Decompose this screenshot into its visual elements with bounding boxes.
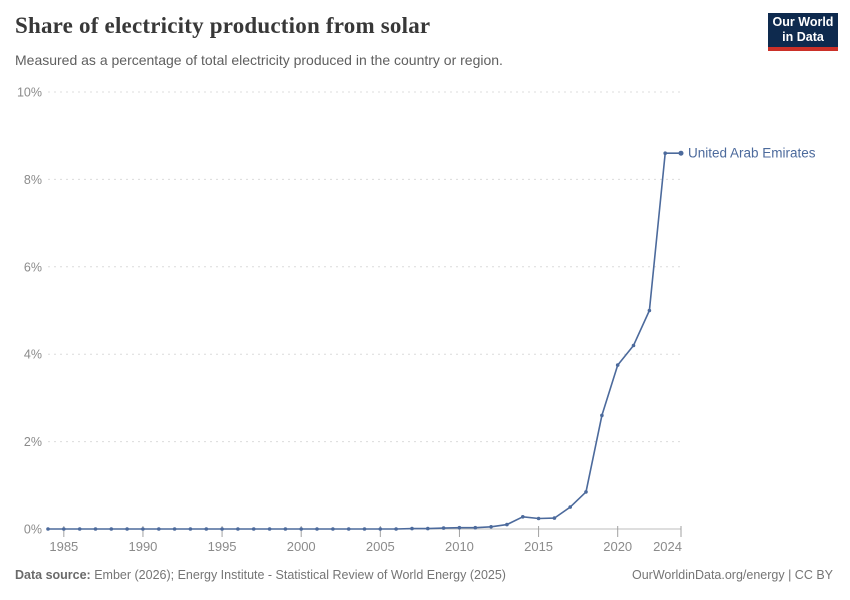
data-point — [584, 490, 588, 494]
footer-link[interactable]: OurWorldinData.org/energy | CC BY — [631, 568, 833, 582]
data-point — [236, 527, 240, 531]
entity-label: United Arab Emirates — [688, 146, 816, 161]
owid-logo[interactable]: Our World in Data — [768, 13, 838, 51]
data-point — [552, 516, 557, 520]
chart-footer: Data source: Ember (2026); Energy Instit… — [15, 568, 833, 582]
data-point — [426, 526, 430, 531]
y-tick-label: 10% — [17, 86, 42, 100]
data-point — [283, 527, 288, 531]
data-point — [505, 522, 509, 527]
data-point — [188, 527, 193, 531]
y-tick-label: 0% — [24, 523, 42, 537]
data-point — [663, 151, 667, 155]
data-point — [109, 527, 114, 531]
data-point — [299, 527, 304, 531]
y-tick-label: 4% — [24, 348, 42, 362]
x-tick-label: 1985 — [49, 539, 78, 554]
data-source-text: Ember (2026); Energy Institute - Statist… — [94, 568, 506, 582]
data-point — [631, 343, 636, 348]
page-title: Share of electricity production from sol… — [15, 13, 431, 38]
data-point — [331, 527, 335, 531]
series-united-arab-emirates[interactable] — [46, 150, 684, 531]
data-point — [251, 527, 256, 531]
x-tick-label: 2015 — [524, 539, 553, 554]
x-tick-label: 2000 — [287, 539, 316, 554]
data-point — [441, 526, 446, 530]
data-point — [346, 527, 351, 531]
data-point — [267, 527, 272, 531]
x-tick-label: 1990 — [128, 539, 157, 554]
data-source-label: Data source: — [15, 568, 91, 582]
data-point — [125, 527, 129, 531]
data-point — [521, 515, 525, 519]
data-point — [46, 527, 50, 531]
data-point — [457, 525, 462, 530]
data-points — [46, 151, 683, 531]
data-point — [172, 527, 177, 531]
data-point — [489, 525, 493, 529]
series-end-dot — [678, 150, 684, 156]
data-point — [315, 527, 319, 531]
chart-subtitle: Measured as a percentage of total electr… — [15, 52, 503, 68]
data-point — [220, 527, 224, 531]
y-tick-label: 2% — [24, 435, 42, 449]
y-gridlines: 0% 2% 4% 6% 8% 10% — [17, 86, 681, 537]
y-tick-label: 6% — [24, 260, 42, 274]
data-point — [647, 308, 652, 313]
owid-logo-line2: in Data — [782, 30, 824, 44]
data-point — [362, 527, 367, 531]
x-tick-label: 1995 — [208, 539, 237, 554]
data-point — [378, 527, 383, 531]
data-point — [204, 527, 209, 531]
data-point — [600, 413, 604, 418]
data-point — [568, 505, 572, 509]
owid-logo-line1: Our World — [772, 15, 834, 30]
data-point — [141, 527, 145, 531]
data-source: Data source: Ember (2026); Energy Instit… — [15, 568, 506, 582]
x-tick-label: 2020 — [603, 539, 632, 554]
x-tick-label: 2024 — [653, 539, 682, 554]
data-point — [473, 525, 478, 530]
data-point — [410, 526, 414, 531]
data-point — [93, 527, 98, 531]
data-point — [615, 363, 620, 367]
data-point — [62, 527, 66, 531]
x-tick-label: 2005 — [366, 539, 395, 554]
data-point — [394, 527, 398, 531]
data-line — [47, 152, 682, 530]
data-point — [77, 527, 82, 531]
y-tick-label: 8% — [24, 173, 42, 187]
data-point — [536, 516, 541, 521]
data-point — [157, 527, 161, 531]
x-tick-label: 2010 — [445, 539, 474, 554]
